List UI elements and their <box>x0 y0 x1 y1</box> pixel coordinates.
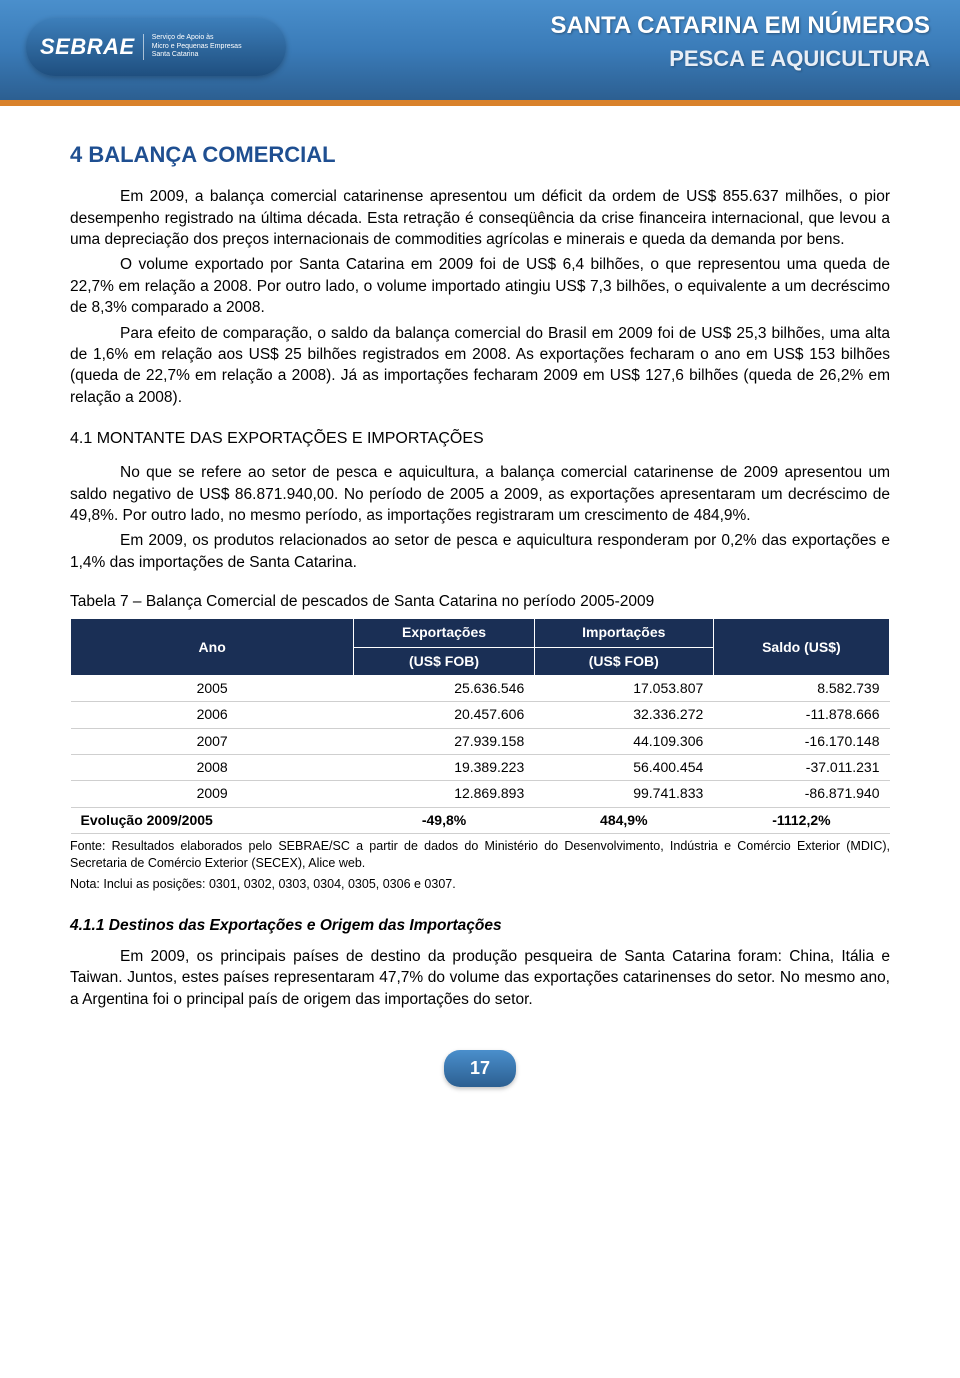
logo-sub-line: Serviço de Apoio às <box>152 34 242 42</box>
table-cell: 27.939.158 <box>354 728 534 754</box>
table-cell: -37.011.231 <box>713 755 889 781</box>
table-cell: 2009 <box>71 781 354 807</box>
logo-subtitle: Serviço de Apoio às Micro e Pequenas Emp… <box>143 34 242 59</box>
table-cell: 25.636.546 <box>354 676 534 702</box>
table-row: 200819.389.22356.400.454-37.011.231 <box>71 755 890 781</box>
page-footer: 17 <box>70 1050 890 1098</box>
table-cell: 8.582.739 <box>713 676 889 702</box>
table-cell: 44.109.306 <box>534 728 713 754</box>
table-cell: -86.871.940 <box>713 781 889 807</box>
table-cell: 12.869.893 <box>354 781 534 807</box>
page-number: 17 <box>444 1050 516 1087</box>
table-source: Fonte: Resultados elaborados pelo SEBRAE… <box>70 838 890 872</box>
col-header-exp: Exportações <box>354 619 534 647</box>
logo-sub-line: Santa Catarina <box>152 51 242 59</box>
table-caption: Tabela 7 – Balança Comercial de pescados… <box>70 591 890 612</box>
table-cell: 99.741.833 <box>534 781 713 807</box>
table-cell: -49,8% <box>354 807 534 833</box>
col-header-imp: Importações <box>534 619 713 647</box>
table-note: Nota: Inclui as posições: 0301, 0302, 03… <box>70 876 890 893</box>
logo-text: SEBRAE <box>40 34 135 60</box>
table-cell: 32.336.272 <box>534 702 713 728</box>
table-cell: 484,9% <box>534 807 713 833</box>
col-header-saldo: Saldo (US$) <box>713 619 889 676</box>
logo-sub-line: Micro e Pequenas Empresas <box>152 43 242 51</box>
table-cell: 2008 <box>71 755 354 781</box>
header-titles: SANTA CATARINA EM NÚMEROS PESCA E AQUICU… <box>550 12 930 72</box>
col-subheader-exp: (US$ FOB) <box>354 647 534 675</box>
table-cell: 2006 <box>71 702 354 728</box>
table-row: 200912.869.89399.741.833-86.871.940 <box>71 781 890 807</box>
paragraph: O volume exportado por Santa Catarina em… <box>70 254 890 318</box>
table-cell: 17.053.807 <box>534 676 713 702</box>
table-cell: -11.878.666 <box>713 702 889 728</box>
subsection-title: 4.1 MONTANTE DAS EXPORTAÇÕES E IMPORTAÇÕ… <box>70 428 890 450</box>
table-cell: 2005 <box>71 676 354 702</box>
paragraph: Em 2009, os produtos relacionados ao set… <box>70 530 890 573</box>
page-header: SEBRAE Serviço de Apoio às Micro e Peque… <box>0 0 960 100</box>
table-cell: -1112,2% <box>713 807 889 833</box>
paragraph: No que se refere ao setor de pesca e aqu… <box>70 462 890 526</box>
table-cell: 20.457.606 <box>354 702 534 728</box>
table-cell: 2007 <box>71 728 354 754</box>
table-row: 200620.457.60632.336.272-11.878.666 <box>71 702 890 728</box>
table-cell: -16.170.148 <box>713 728 889 754</box>
table-cell: Evolução 2009/2005 <box>71 807 354 833</box>
sebrae-logo: SEBRAE Serviço de Apoio às Micro e Peque… <box>26 18 286 76</box>
table-cell: 56.400.454 <box>534 755 713 781</box>
paragraph: Para efeito de comparação, o saldo da ba… <box>70 323 890 409</box>
table-body: 200525.636.54617.053.8078.582.739200620.… <box>71 676 890 834</box>
paragraph: Em 2009, os principais países de destino… <box>70 946 890 1010</box>
table-cell: 19.389.223 <box>354 755 534 781</box>
table-row: 200525.636.54617.053.8078.582.739 <box>71 676 890 702</box>
header-main-title: SANTA CATARINA EM NÚMEROS <box>550 12 930 40</box>
table-row-evolution: Evolução 2009/2005-49,8%484,9%-1112,2% <box>71 807 890 833</box>
section-title: 4 BALANÇA COMERCIAL <box>70 140 890 170</box>
page-content: 4 BALANÇA COMERCIAL Em 2009, a balança c… <box>0 100 960 1128</box>
col-header-ano: Ano <box>71 619 354 676</box>
balance-table: Ano Exportações Importações Saldo (US$) … <box>70 618 890 834</box>
subsub-title: 4.1.1 Destinos das Exportações e Origem … <box>70 915 890 936</box>
col-subheader-imp: (US$ FOB) <box>534 647 713 675</box>
header-sub-title: PESCA E AQUICULTURA <box>550 46 930 72</box>
paragraph: Em 2009, a balança comercial catarinense… <box>70 186 890 250</box>
table-row: 200727.939.15844.109.306-16.170.148 <box>71 728 890 754</box>
